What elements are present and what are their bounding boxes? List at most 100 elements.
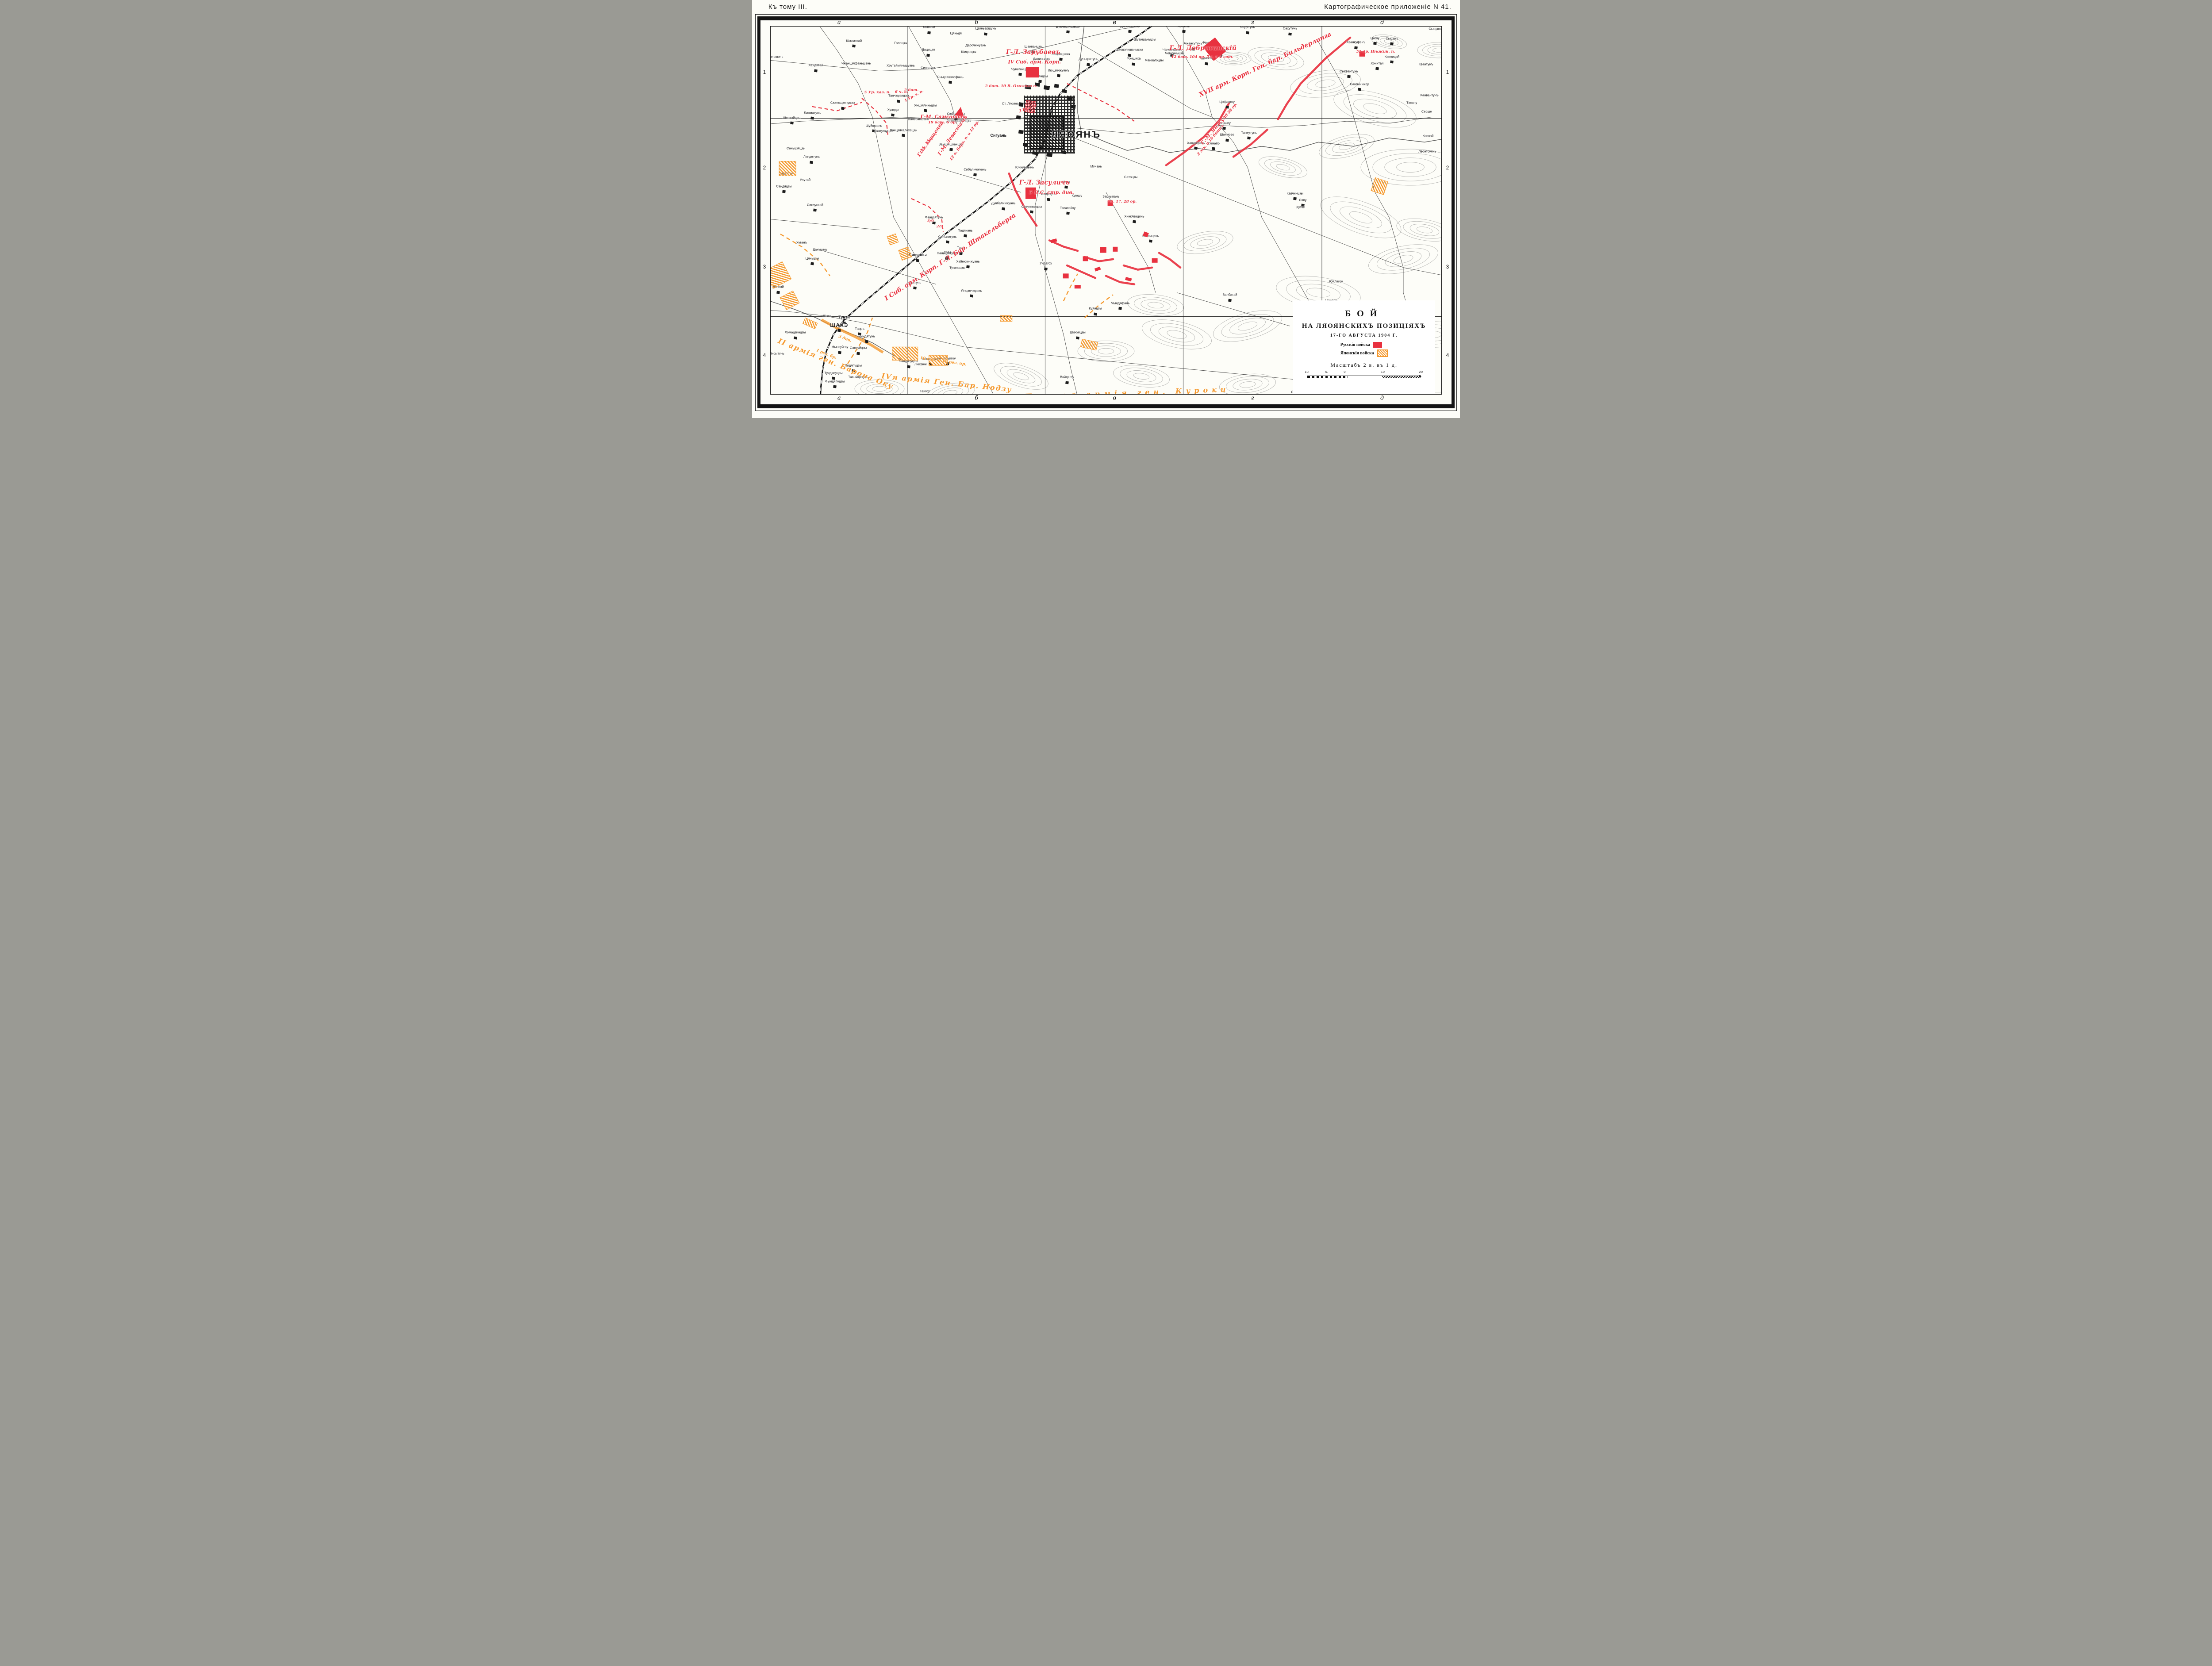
road-line <box>819 26 894 218</box>
place-label: Люцзячжуанъ <box>1048 68 1069 73</box>
place-label: Динсяншань <box>1120 24 1140 28</box>
place-label: Ванянцзы <box>1032 74 1048 78</box>
road-line <box>770 219 880 230</box>
hill-contours <box>1380 38 1398 46</box>
hill-contours <box>1339 142 1355 150</box>
village-marker <box>1228 299 1232 302</box>
hill-contours <box>1333 90 1417 128</box>
russian-unit-label: 19 бат. 6 ор. <box>928 120 957 125</box>
place-label: Янцаочжуань <box>961 288 982 293</box>
hill-contours <box>1221 314 1274 338</box>
russian-unit-label: Г-Л. Добржинскій <box>1169 44 1237 52</box>
place-label: Сяпу <box>1299 198 1307 202</box>
road-line <box>1318 42 1375 192</box>
grid-letter-top: б <box>975 19 979 26</box>
hill-contours <box>1220 53 1247 64</box>
japanese-unit-marker <box>779 161 796 176</box>
grid-number-left: 3 <box>763 263 766 270</box>
place-label: Юйхуамынь <box>1015 165 1034 169</box>
hill-contours <box>1006 369 1036 384</box>
village-marker <box>902 134 906 137</box>
hill-contours <box>1360 149 1442 186</box>
hill-contours <box>1307 76 1344 91</box>
village-marker <box>1044 267 1048 271</box>
place-label: Дахуцинь <box>812 247 828 252</box>
russian-unit-label: Г-Л. Зарубаевъ <box>1006 49 1060 56</box>
village-marker <box>1225 105 1229 109</box>
hill-contours <box>1167 330 1187 339</box>
place-label: Татапэйху <box>1060 206 1076 210</box>
road-line <box>1106 192 1156 293</box>
village-marker <box>1354 46 1358 50</box>
city-suburb-block <box>1018 130 1024 134</box>
village-marker <box>973 173 977 177</box>
place-label: Доицзяшуанцзы <box>946 119 972 123</box>
grid-letter-bottom: д <box>1380 395 1384 402</box>
russian-movement-dashed <box>1067 83 1135 122</box>
place-label: Сыквантунь <box>1339 69 1358 73</box>
city-suburb-block <box>1061 150 1066 154</box>
hill-contours <box>860 381 899 395</box>
hill-contours <box>1393 255 1413 264</box>
place-label: Чемсаньцзы <box>1165 51 1184 55</box>
village-marker <box>1373 42 1377 45</box>
place-label: Сяоянсы <box>909 253 927 257</box>
japanese-movement-dashed <box>780 234 830 276</box>
hill-contours <box>1371 35 1407 49</box>
hill-contours <box>1197 239 1214 246</box>
place-label: Хинкявацинь <box>1124 214 1144 219</box>
place-label: Ст. Ляоянъ <box>1002 101 1019 106</box>
village-marker <box>1288 32 1292 35</box>
hill-contours <box>866 384 893 394</box>
village-marker <box>913 286 917 290</box>
place-label: Улутай <box>799 177 811 182</box>
hill-contours <box>1375 36 1403 48</box>
place-label: Тунти <box>838 315 850 320</box>
place-label: Сямайо <box>1207 141 1220 146</box>
place-label: Фанцзятунь <box>925 215 943 219</box>
legend-swatch-orange-hatched <box>1377 349 1388 357</box>
road-line <box>1063 134 1442 276</box>
place-label: Хандяфэнь <box>1187 141 1205 145</box>
russian-unit-marker <box>1083 256 1088 261</box>
place-label: Голоцзы <box>894 41 907 45</box>
place-label: Даосчижуань <box>965 43 986 47</box>
grid-letter-bottom: г <box>1251 395 1254 402</box>
hill-contours <box>1254 50 1298 68</box>
liaoyang-walled-city <box>1029 116 1064 149</box>
place-label: Яньцзяцзяофань <box>937 75 964 79</box>
hill-contours <box>1233 379 1263 391</box>
place-label: Тасы <box>957 246 965 250</box>
appendix-caption: Картографическое приложеніе N 41. <box>1324 3 1452 11</box>
hill-contours <box>1084 343 1128 359</box>
village-marker <box>927 31 931 35</box>
place-label: Тэсилу <box>1406 100 1417 105</box>
place-label: ЛЯОЯНЪ <box>1051 130 1102 140</box>
river-line <box>1077 26 1085 132</box>
grid-letter-top: г <box>1251 19 1254 26</box>
hill-contours <box>1264 159 1302 176</box>
village-marker <box>1047 198 1051 201</box>
russian-unit-label: 12 бат. 104 ор. 5 с. и 4 сот. <box>1171 54 1233 59</box>
legend-subtitle: НА ЛЯОЯНСКИХЪ ПОЗИЦІЯХЪ <box>1302 322 1426 330</box>
village-marker <box>891 113 895 117</box>
russian-movement-dashed <box>861 98 889 136</box>
russian-unit-marker <box>1359 51 1365 57</box>
grid-number-right: 1 <box>1446 69 1449 75</box>
grid-number-left: 4 <box>763 352 766 359</box>
hill-contours <box>1013 372 1029 380</box>
city-suburb-block <box>1061 89 1067 93</box>
road-line <box>893 217 994 395</box>
hill-contours <box>1276 164 1290 171</box>
village-marker <box>1094 312 1097 316</box>
place-label: Цяньдя <box>950 31 962 35</box>
russian-front-line <box>1105 275 1136 285</box>
place-label: Тундяпуцзы <box>824 371 843 375</box>
village-marker <box>966 265 970 269</box>
hill-contours <box>1427 46 1442 54</box>
place-label: Мучань <box>1090 164 1102 169</box>
village-marker <box>856 352 860 355</box>
village-marker <box>926 54 930 57</box>
hill-contours <box>1349 211 1372 223</box>
hill-contours <box>1147 302 1164 308</box>
